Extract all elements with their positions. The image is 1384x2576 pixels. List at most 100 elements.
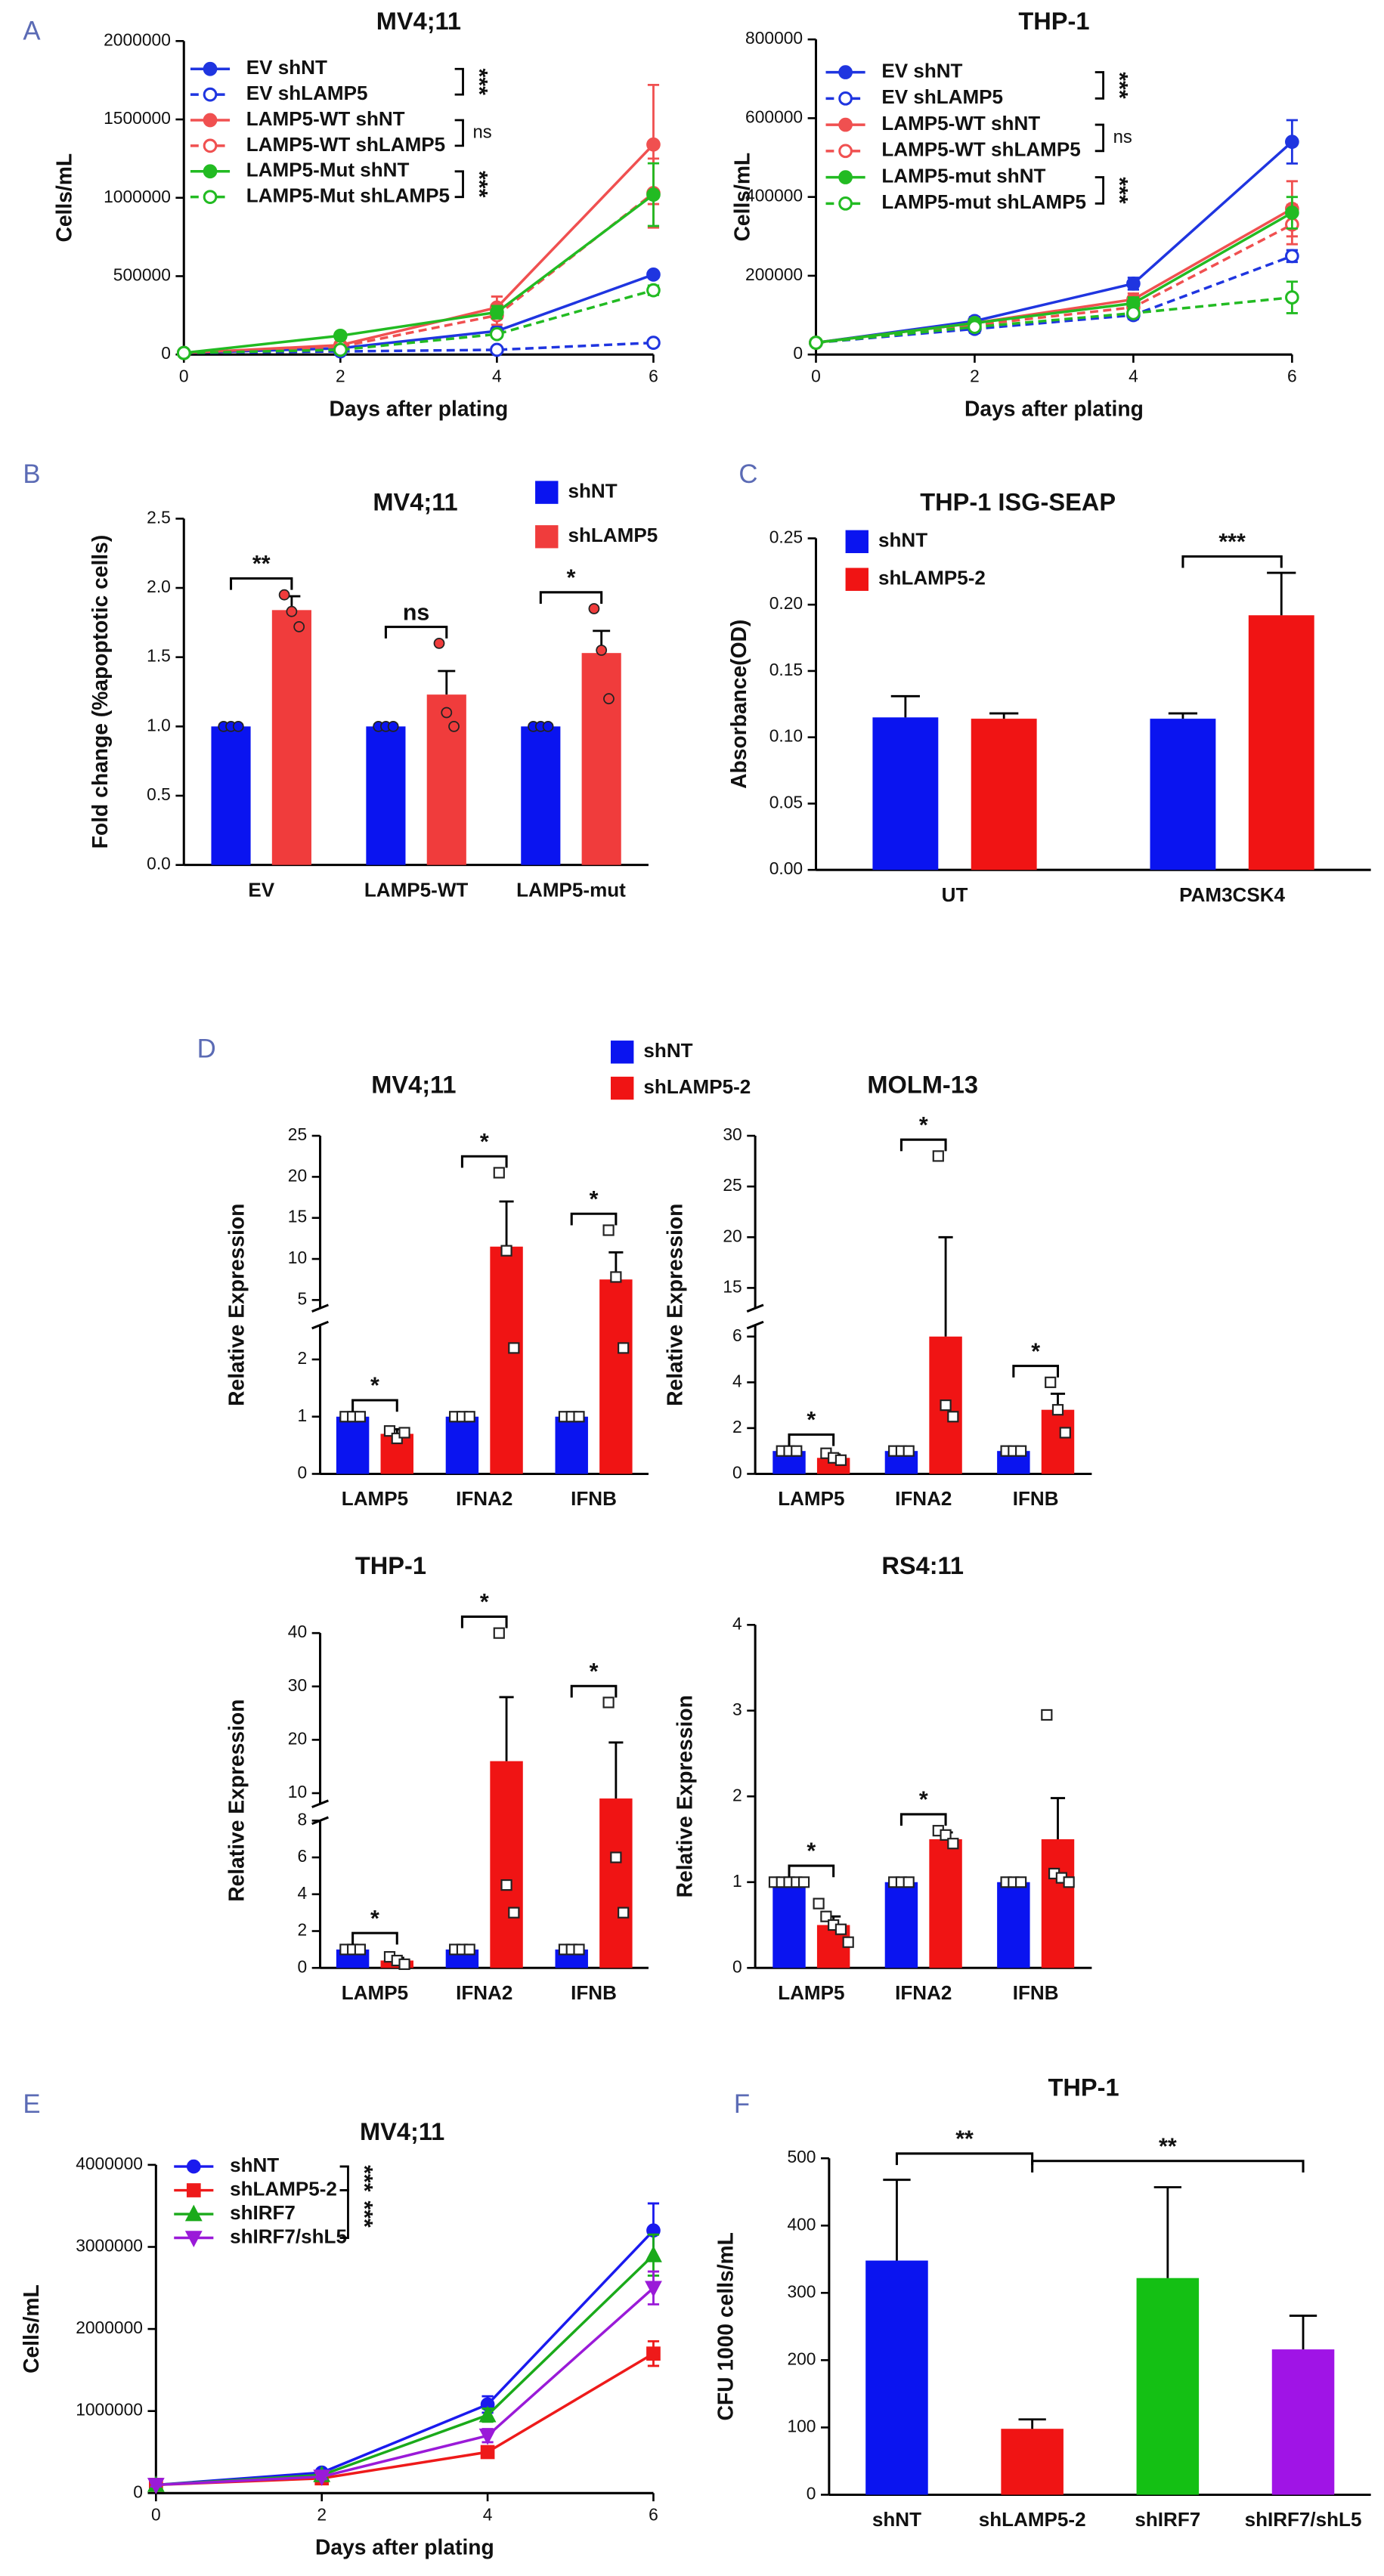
y-tick-label: 500000	[113, 264, 171, 284]
significance-label: *	[590, 1659, 599, 1684]
y-axis-label: Cells/mL	[19, 2284, 43, 2373]
y-axis-label: Relative Expression	[662, 1204, 686, 1406]
error-bar	[1267, 571, 1296, 616]
marker	[184, 2204, 203, 2222]
bar	[997, 1882, 1030, 1968]
error-bar	[438, 670, 456, 695]
y-tick-label: 2000000	[76, 2318, 143, 2337]
legend-label: EV shLAMP5	[881, 85, 1003, 108]
bar	[1248, 615, 1314, 871]
legend-label: shLAMP5	[568, 524, 658, 546]
axis-break	[311, 1799, 329, 1808]
y-tick-label: 2	[297, 1348, 307, 1368]
y-tick-label: 200	[787, 2349, 816, 2368]
error-bar	[1018, 2418, 1046, 2429]
y-tick-label: 4	[732, 1371, 742, 1390]
marker	[618, 1342, 630, 1354]
marker	[1126, 277, 1141, 291]
chart-title: RS4:11	[881, 1552, 964, 1579]
series-line	[184, 289, 654, 354]
x-tick-label: LAMP5	[342, 1487, 408, 1510]
legend-swatch	[535, 481, 559, 504]
x-tick-label: IFNA2	[895, 1981, 952, 2004]
bar	[555, 1416, 588, 1474]
x-tick-label: UT	[942, 883, 968, 906]
significance-bracket	[339, 2189, 349, 2239]
significance-bracket	[1012, 1365, 1060, 1378]
bar	[211, 726, 251, 865]
series-line	[156, 2229, 655, 2487]
y-tick-label: 400	[787, 2214, 816, 2234]
y-tick-label: 20	[288, 1728, 307, 1748]
y-tick-label: 1	[297, 1406, 307, 1425]
marker	[646, 137, 661, 152]
marker	[903, 1876, 915, 1888]
x-tick-label: LAMP5	[342, 1981, 408, 2004]
significance-label: *	[567, 564, 576, 590]
marker	[838, 196, 853, 211]
legend-label: shIRF7	[230, 2201, 296, 2224]
panel-label: F	[734, 2090, 750, 2119]
chart-title: THP-1 ISG-SEAP	[920, 488, 1116, 515]
y-tick-label: 2.0	[147, 577, 171, 596]
significance-label: **	[955, 2126, 974, 2152]
x-tick-label: 2	[336, 366, 345, 386]
marker	[932, 1150, 944, 1162]
y-tick-label: 1.5	[147, 646, 171, 666]
error-bar	[890, 694, 920, 718]
marker	[542, 720, 554, 732]
y-tick-label: 2.5	[147, 507, 171, 527]
significance-bracket	[899, 1138, 947, 1152]
marker	[1126, 306, 1141, 320]
error-bar	[499, 1696, 514, 1761]
y-tick-label: 0	[297, 1462, 307, 1482]
bar	[1150, 719, 1216, 871]
legend-swatch	[610, 1076, 634, 1100]
marker	[184, 2231, 203, 2247]
significance-label: *	[919, 1112, 928, 1138]
marker	[493, 1167, 505, 1179]
marker	[838, 91, 853, 106]
marker	[602, 1696, 615, 1709]
significance-bracket	[351, 1399, 398, 1412]
marker	[838, 144, 853, 159]
bar	[271, 610, 311, 865]
significance-label: ns	[1113, 127, 1132, 147]
x-tick-label: shLAMP5-2	[979, 2508, 1086, 2531]
marker	[603, 693, 615, 705]
y-tick-label: 0.0	[147, 854, 171, 874]
series-line	[184, 144, 655, 354]
marker	[313, 2469, 331, 2486]
marker	[820, 1910, 832, 1922]
y-tick-label: 30	[723, 1124, 742, 1144]
chart-title: MOLM-13	[867, 1071, 978, 1098]
bar	[426, 694, 466, 865]
legend-label: shLAMP5-2	[878, 567, 986, 589]
marker	[463, 1944, 475, 1956]
significance-label: **	[1159, 2133, 1177, 2159]
marker	[463, 1411, 475, 1423]
marker	[646, 2346, 661, 2361]
y-tick-label: 600000	[745, 107, 803, 126]
y-tick-label: 400000	[745, 186, 803, 206]
y-tick-label: 10	[288, 1782, 307, 1801]
chart-title: THP-1	[1048, 2074, 1119, 2101]
marker	[333, 342, 348, 357]
error-bar	[608, 1741, 624, 1799]
series-line	[816, 255, 1293, 345]
y-tick-label: 500	[787, 2147, 816, 2166]
legend-label: LAMP5-WT shNT	[246, 107, 405, 130]
legend-swatch	[845, 530, 868, 553]
legend-label: LAMP5-mut shLAMP5	[881, 190, 1086, 213]
marker	[903, 1445, 915, 1457]
marker	[203, 61, 218, 76]
bar	[1041, 1409, 1075, 1474]
y-tick-label: 4	[732, 1613, 742, 1633]
marker	[573, 1944, 585, 1956]
significance-bracket	[539, 591, 603, 605]
bar	[366, 726, 406, 865]
x-tick-label: IFNA2	[456, 1487, 512, 1510]
significance-label: ***	[1218, 529, 1246, 555]
x-tick-label: LAMP5	[778, 1487, 844, 1510]
